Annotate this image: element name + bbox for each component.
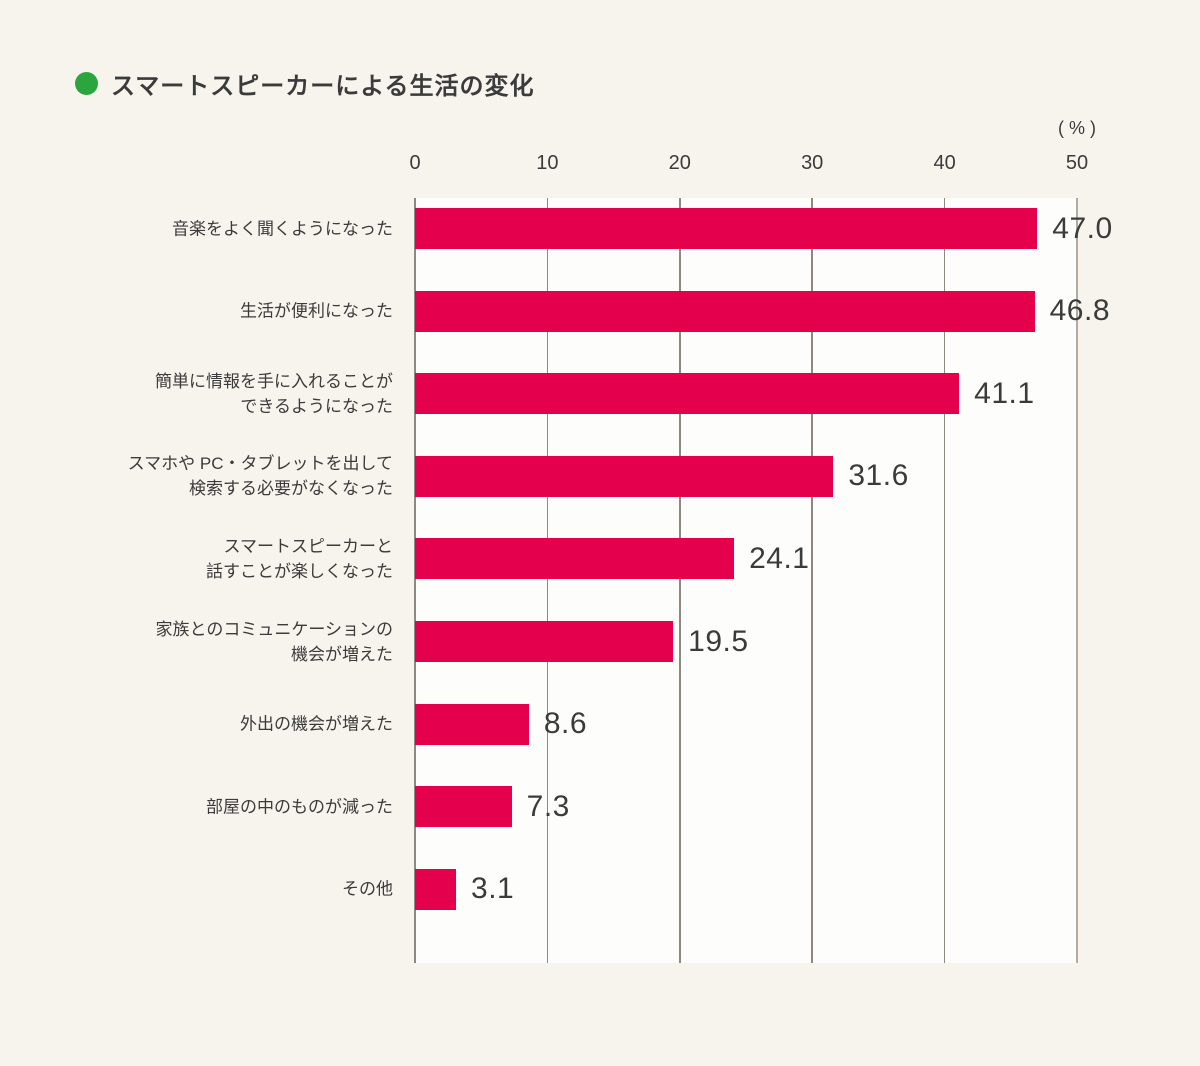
gridline <box>679 198 681 963</box>
chart-title-row: スマートスピーカーによる生活の変化 <box>75 66 535 101</box>
bar <box>415 455 834 497</box>
bar <box>415 703 529 745</box>
value-label: 46.8 <box>1049 294 1111 328</box>
gridline <box>811 198 813 963</box>
bar <box>415 290 1035 332</box>
axis-tick-label: 20 <box>668 152 691 174</box>
chart-title: スマートスピーカーによる生活の変化 <box>111 73 535 100</box>
gridline <box>943 198 946 963</box>
axis-unit-label: ( % ) <box>1058 118 1096 138</box>
axis-tick-label: 30 <box>801 152 824 174</box>
gridline <box>1075 198 1079 963</box>
value-label: 24.1 <box>749 541 810 575</box>
gridline <box>546 198 549 963</box>
axis-tick-label: 0 <box>409 152 421 174</box>
value-label: 8.6 <box>543 707 588 741</box>
category-label: 部屋の中のものが減った <box>206 797 393 817</box>
category-label: 簡単に情報を手に入れることが できるようになった <box>155 371 393 416</box>
category-label: スマートスピーカーと 話すことが楽しくなった <box>206 536 393 581</box>
category-label: 音楽をよく聞くようになった <box>172 219 393 238</box>
category-label: 生活が便利になった <box>240 301 393 321</box>
bar <box>415 868 457 910</box>
value-label: 31.6 <box>848 459 909 493</box>
value-label: 19.5 <box>688 624 749 658</box>
axis-tick-label: 10 <box>536 152 559 174</box>
category-label: その他 <box>342 879 393 899</box>
value-label: 7.3 <box>526 789 570 823</box>
axis-tick-label: 50 <box>1065 152 1089 174</box>
value-label: 47.0 <box>1052 211 1113 245</box>
gridline <box>414 198 416 963</box>
bar <box>415 786 512 828</box>
bar <box>415 208 1038 249</box>
value-label: 3.1 <box>471 872 515 906</box>
green-dot-icon <box>75 72 98 95</box>
axis-tick-label: 40 <box>933 152 956 174</box>
bar <box>415 621 674 662</box>
bar <box>415 373 960 415</box>
bar <box>415 538 735 580</box>
value-label: 41.1 <box>974 376 1035 410</box>
category-label: 外出の機会が増えた <box>240 714 393 734</box>
category-label: 家族とのコミュニケーションの 機会が増えた <box>155 619 394 664</box>
category-label: スマホや PC・タブレットを出して 検索する必要がなくなった <box>127 454 393 499</box>
